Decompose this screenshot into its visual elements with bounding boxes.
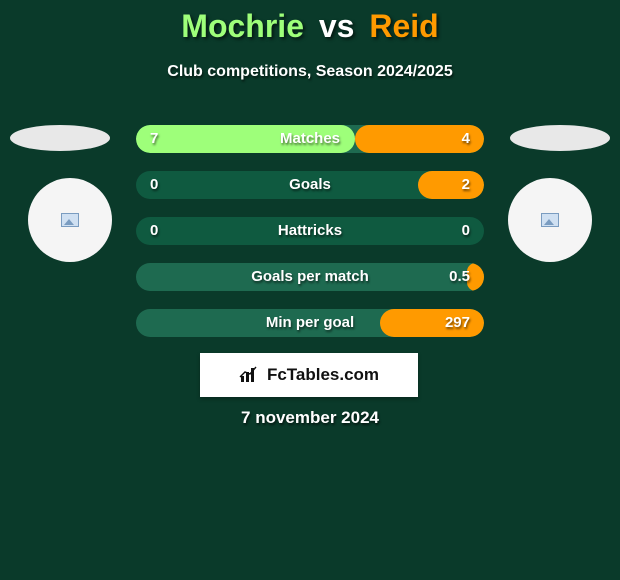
stat-label: Min per goal: [136, 309, 484, 337]
player2-club-badge-placeholder: [510, 125, 610, 151]
stat-label: Hattricks: [136, 217, 484, 245]
stat-bars-container: 74Matches 02Goals 00Hattricks 0.5Goals per …: [136, 125, 484, 355]
image-placeholder-icon: [61, 213, 79, 227]
date-text: 7 november 2024: [0, 408, 620, 428]
comparison-title: Mochrie vs Reid: [0, 0, 620, 45]
player1-photo-placeholder: [28, 178, 112, 262]
player1-name: Mochrie: [181, 8, 304, 44]
brand-text: FcTables.com: [267, 365, 379, 385]
stat-row: 74Matches: [136, 125, 484, 153]
player1-club-badge-placeholder: [10, 125, 110, 151]
brand-watermark: FcTables.com: [200, 353, 418, 397]
stat-label: Goals per match: [136, 263, 484, 291]
stat-row: 02Goals: [136, 171, 484, 199]
stat-label: Matches: [136, 125, 484, 153]
player2-photo-placeholder: [508, 178, 592, 262]
player2-name: Reid: [369, 8, 438, 44]
stat-label: Goals: [136, 171, 484, 199]
image-placeholder-icon: [541, 213, 559, 227]
vs-text: vs: [319, 8, 355, 44]
brand-logo-icon: [239, 366, 261, 384]
stat-row: 00Hattricks: [136, 217, 484, 245]
subtitle-text: Club competitions, Season 2024/2025: [0, 63, 620, 81]
stat-row: 0.5Goals per match: [136, 263, 484, 291]
stat-row: 297Min per goal: [136, 309, 484, 337]
